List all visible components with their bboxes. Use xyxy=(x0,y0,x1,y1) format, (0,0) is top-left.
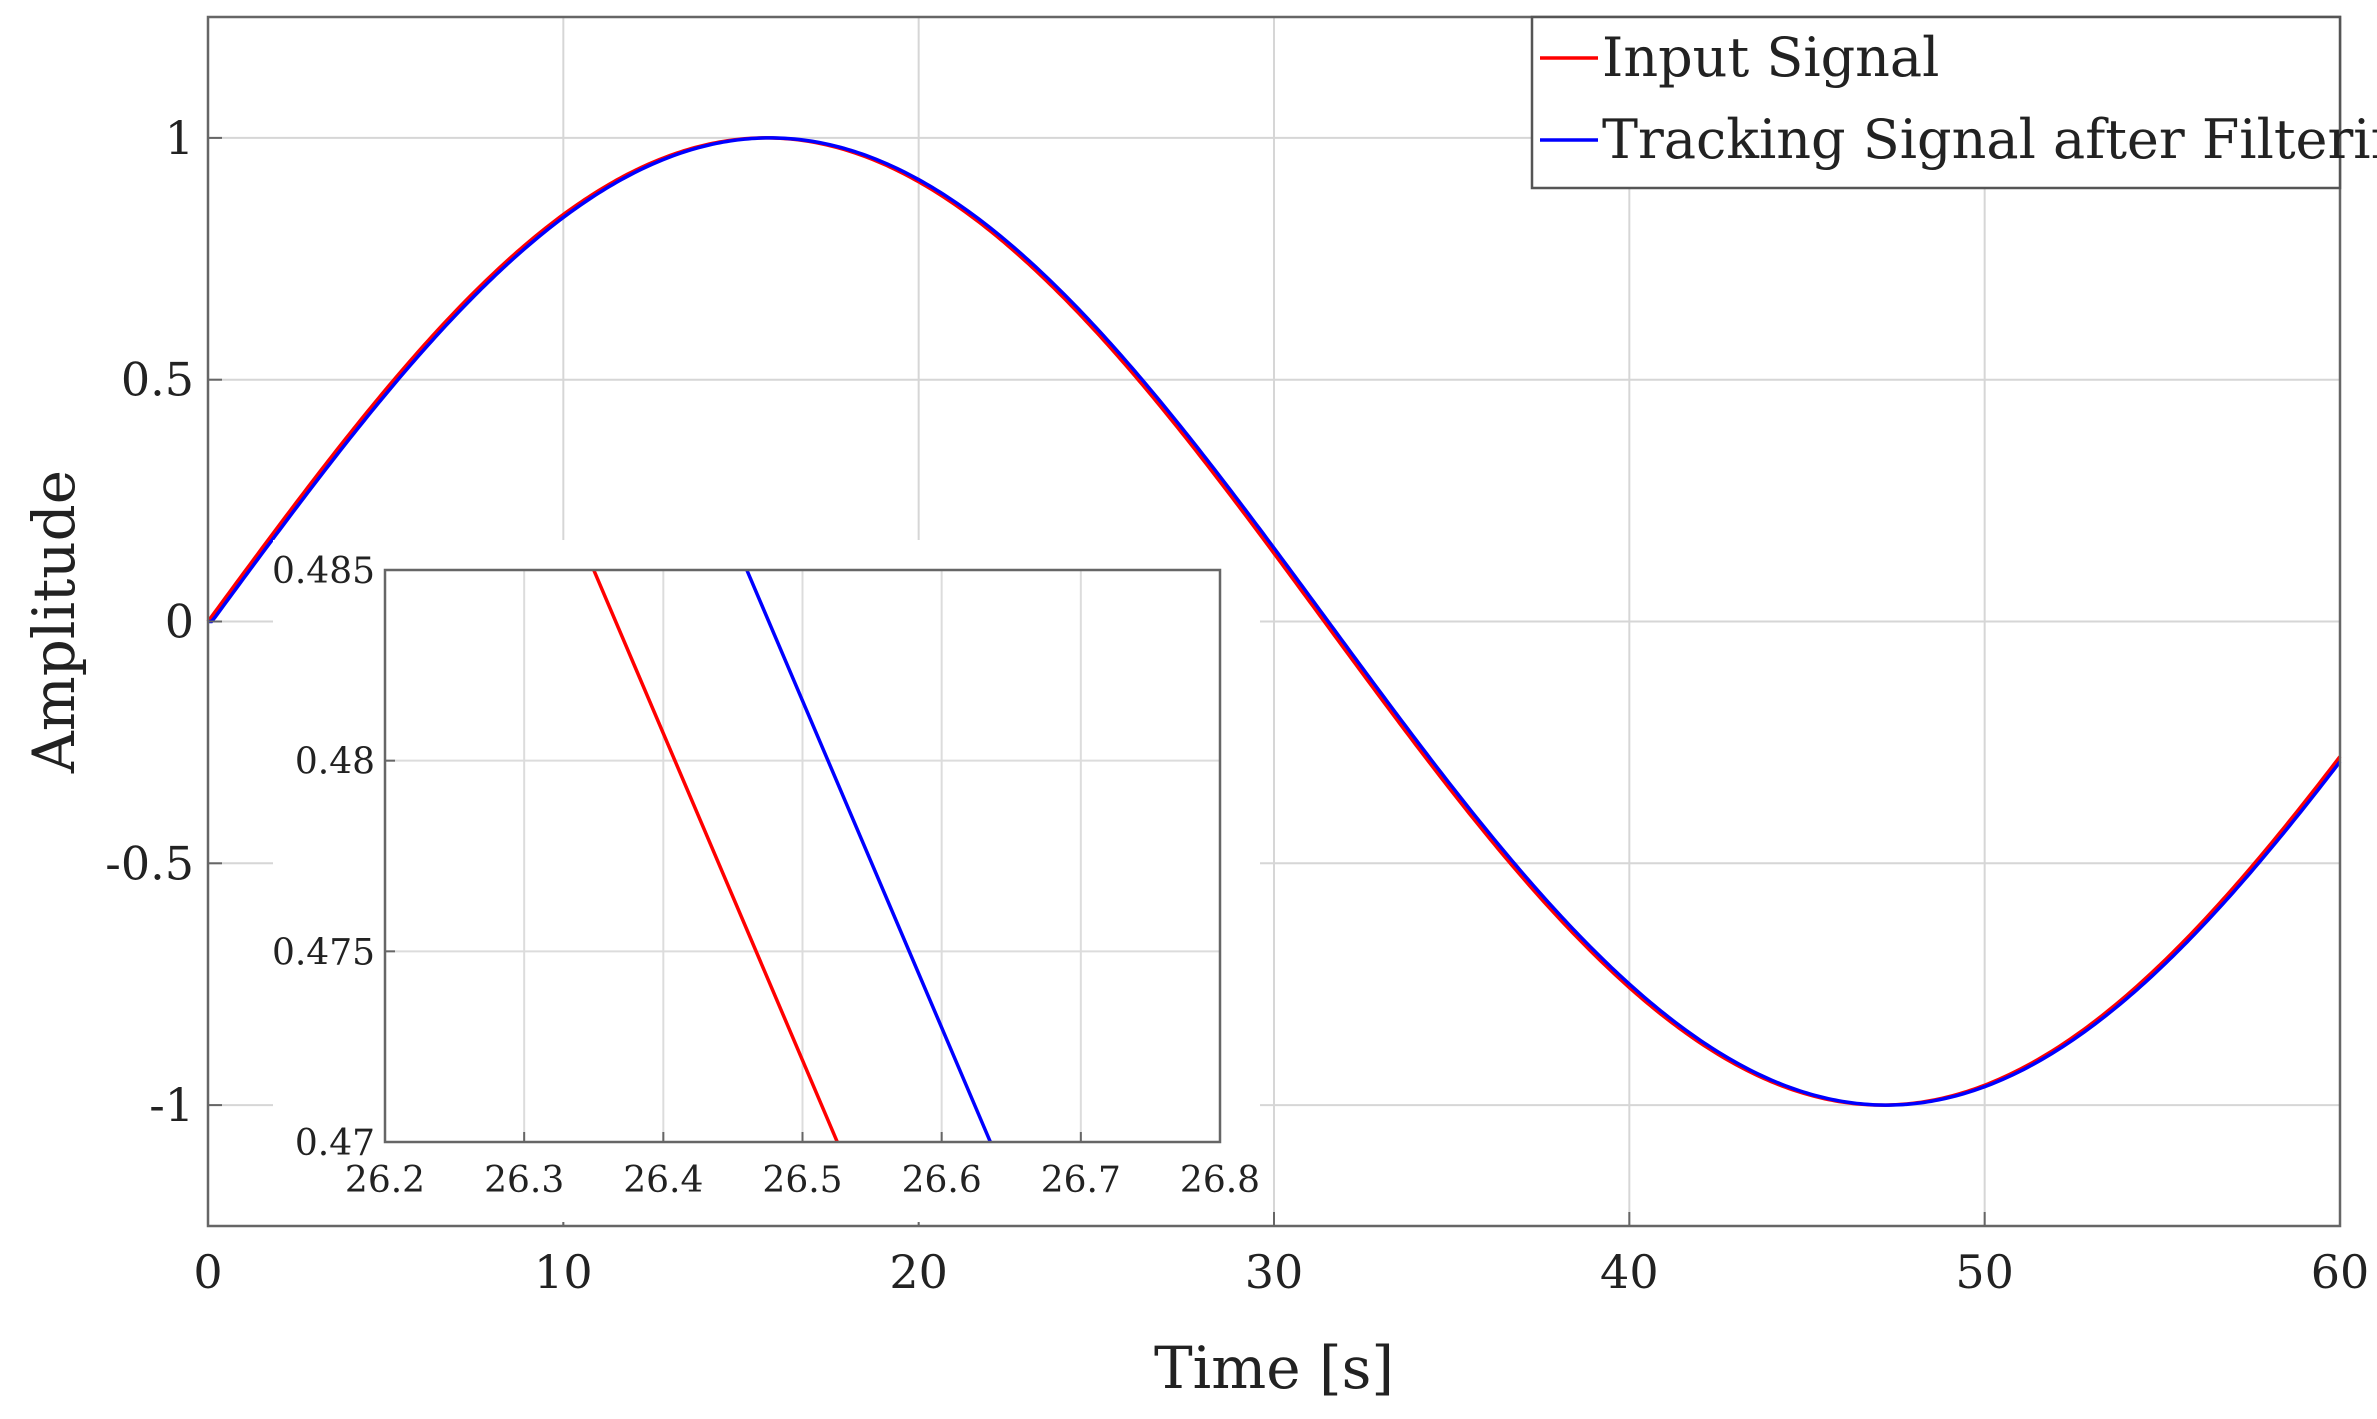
inset-series-line-0 xyxy=(592,569,839,1143)
inset-x-tick-label: 26.8 xyxy=(1180,1160,1260,1201)
main-y-tick-label: -0.5 xyxy=(105,836,194,890)
main-x-tick-label: 60 xyxy=(2311,1245,2370,1299)
inset-x-tick-label: 26.3 xyxy=(484,1160,564,1201)
main-x-tick-label: 30 xyxy=(1245,1245,1304,1299)
main-y-ticks: 1 0.5 0 -0.5 -1 xyxy=(105,111,222,1132)
main-x-tick-label: 10 xyxy=(534,1245,593,1299)
inset-y-ticks: 0.485 0.48 0.475 0.47 xyxy=(272,551,395,1164)
main-x-tick-label: 20 xyxy=(889,1245,948,1299)
y-axis-label: Amplitude xyxy=(20,470,88,774)
main-y-tick-label: -1 xyxy=(149,1078,194,1132)
main-x-tick-label: 0 xyxy=(193,1245,222,1299)
inset-x-tick-label: 26.4 xyxy=(623,1160,703,1201)
inset-plot: 26.2 26.3 26.4 26.5 26.6 26.7 26.8 0.4850.480.… xyxy=(272,540,1260,1222)
inset-x-tick-label: 26.6 xyxy=(902,1160,982,1201)
inset-y-tick-label: 0.48 xyxy=(295,742,375,783)
main-y-tick-label: 1 xyxy=(165,111,194,165)
legend-label-input-signal: Input Signal xyxy=(1602,26,1939,89)
inset-y-tick-label: 0.47 xyxy=(295,1123,375,1164)
main-series-line-1 xyxy=(208,136,2342,1107)
inset-y-tick-label: 0.475 xyxy=(272,932,375,973)
main-y-tick-label: 0.5 xyxy=(121,353,194,407)
inset-x-tick-label: 26.7 xyxy=(1041,1160,1121,1201)
inset-x-ticks: 26.2 26.3 26.4 26.5 26.6 26.7 26.8 xyxy=(345,1132,1260,1201)
legend-label-tracking-signal: Tracking Signal after Filtering xyxy=(1602,108,2377,171)
inset-series-line-1 xyxy=(745,569,992,1143)
main-x-tick-label: 50 xyxy=(1955,1245,2014,1299)
legend: Input Signal Tracking Signal after Filte… xyxy=(1530,15,2377,190)
main-x-tick-label: 40 xyxy=(1600,1245,1659,1299)
inset-series xyxy=(592,569,992,1143)
main-series xyxy=(206,136,2342,1107)
legend-box xyxy=(1530,15,2342,190)
x-axis-label: Time [s] xyxy=(1154,1334,1394,1402)
inset-y-tick-label: 0.485 xyxy=(272,551,375,592)
inset-x-tick-label: 26.5 xyxy=(762,1160,842,1201)
main-y-tick-label: 0 xyxy=(165,595,194,649)
inset-x-tick-label: 26.2 xyxy=(345,1160,425,1201)
inset-background xyxy=(273,540,1260,1222)
